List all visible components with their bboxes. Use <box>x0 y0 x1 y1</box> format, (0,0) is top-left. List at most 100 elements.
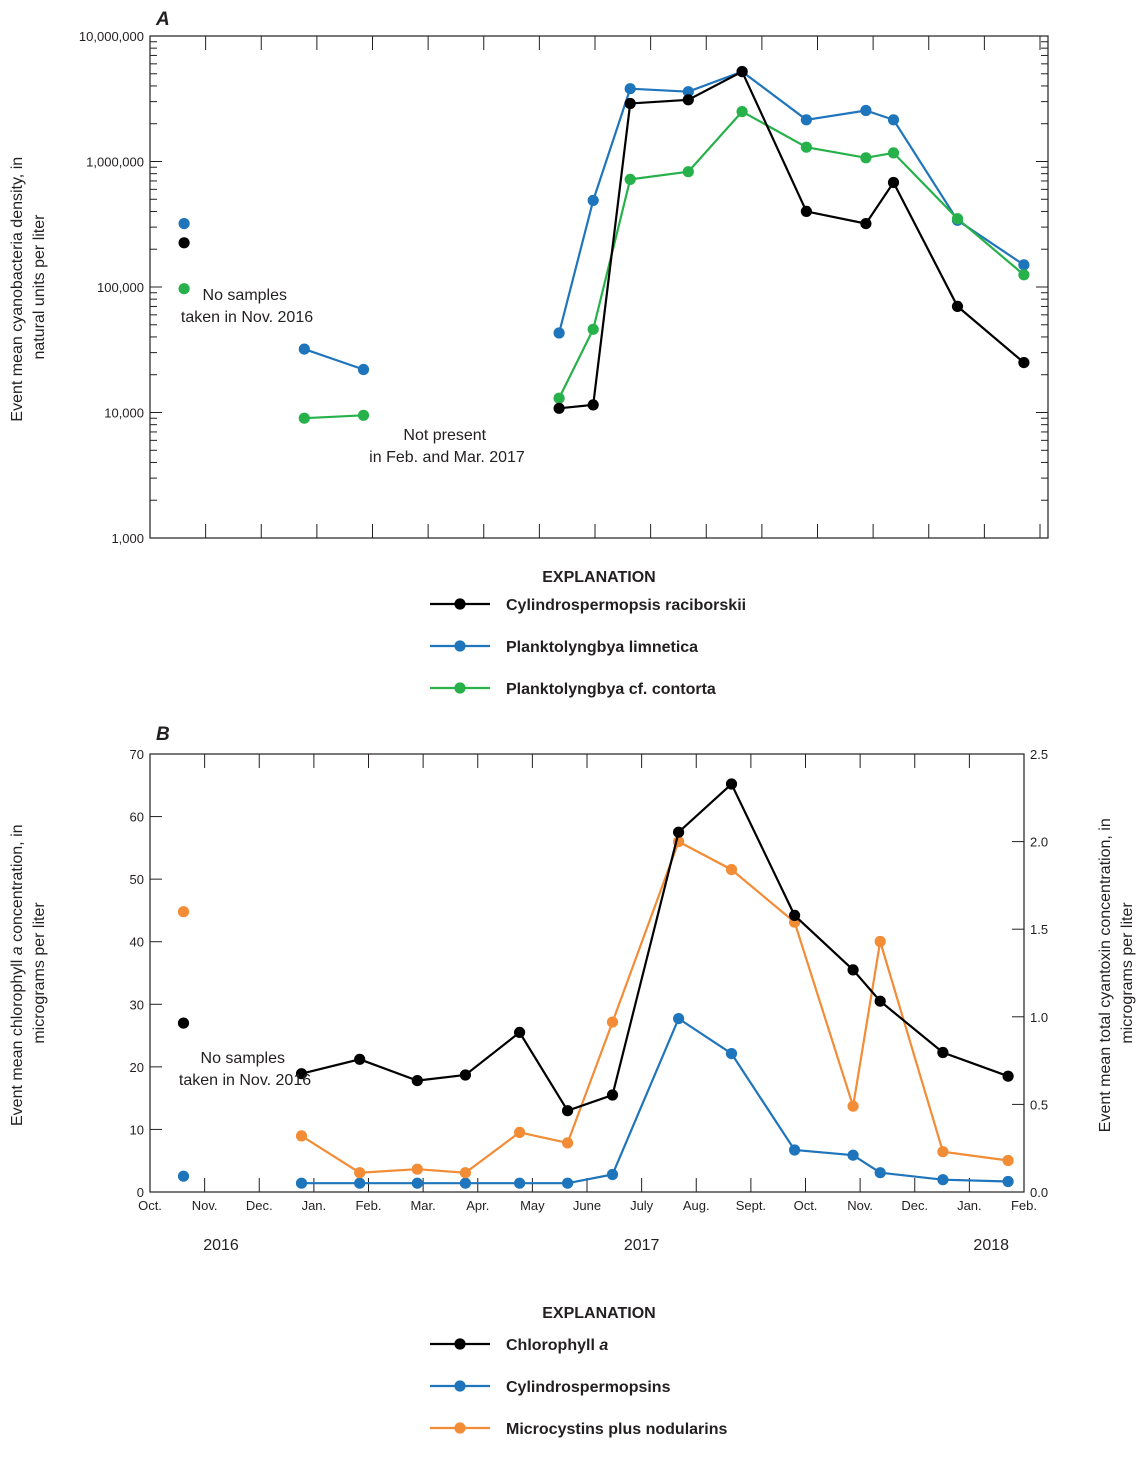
panel-b-point-cylindrospermopsins <box>411 1177 423 1189</box>
panel-b-left-y-tick-label: 10 <box>130 1122 144 1137</box>
panel-a-point-planktolyngbya-cf-contorta <box>682 166 694 178</box>
panel-b-x-tick-label: Jan. <box>957 1198 982 1213</box>
panel-b-right-y-tick-label: 2.5 <box>1030 747 1048 762</box>
panel-b-year-label: 2016 <box>203 1237 239 1254</box>
panel-b-point-cylindrospermopsins <box>1002 1175 1014 1188</box>
panel-a-legend-entry: Planktolyngbya limnetica <box>430 639 698 656</box>
panel-a-point-cylindrospermopsis-raciborskii <box>736 66 748 78</box>
panel-b-year-label: 2017 <box>624 1237 660 1254</box>
panel-a-point-planktolyngbya-limnetica <box>587 194 599 206</box>
panel-b-right-y-tick-label: 1.0 <box>1030 1010 1048 1025</box>
panel-a-legend-marker <box>454 682 466 694</box>
panel-b-point-microcystins-plus-nodularins <box>847 1100 859 1112</box>
panel-a-point-planktolyngbya-limnetica <box>887 114 900 126</box>
panel-b-point-microcystins-plus-nodularins <box>1002 1154 1014 1167</box>
panel-a: A 1,00010,000100,0001,000,00010,000,000 … <box>9 9 1049 546</box>
panel-b-point-microcystins-plus-nodularins <box>177 906 190 918</box>
panel-b-legend-entry: Microcystins plus nodularins <box>430 1421 727 1438</box>
panel-a-point-planktolyngbya-limnetica <box>1018 259 1030 271</box>
panel-a-point-cylindrospermopsis-raciborskii <box>587 399 599 411</box>
panel-b-point-chlorophyll-a <box>295 1068 308 1080</box>
panel-a-point-planktolyngbya-cf-contorta <box>587 323 599 335</box>
panel-b-point-microcystins-plus-nodularins <box>411 1163 423 1175</box>
panel-a-y-tick-label: 1,000,000 <box>86 155 144 170</box>
panel-b-point-chlorophyll-a <box>673 826 685 838</box>
panel-b-point-cylindrospermopsins <box>295 1177 308 1189</box>
panel-b-left-y-axis-label: Event mean chlorophyll a concentration, … <box>9 820 48 1126</box>
panel-b-right-y-tick-label: 2.0 <box>1030 835 1048 850</box>
panel-a-point-cylindrospermopsis-raciborskii <box>887 176 900 189</box>
panel-b-legend-marker <box>454 1380 466 1392</box>
panel-a-y-tick-labels: 1,000 10,000 100,000 1,000,000 10,000,000 <box>79 29 144 546</box>
panel-a-series <box>178 66 1030 424</box>
panel-a-point-planktolyngbya-cf-contorta <box>624 173 636 185</box>
panel-b-x-tick-label: May <box>520 1198 545 1213</box>
panel-b-x-tick-label: Nov. <box>847 1198 873 1213</box>
panel-b-legend-label: Chlorophyll a <box>506 1337 608 1354</box>
panel-b-line-chlorophyll-a <box>301 782 1009 1113</box>
panel-b-series-chlorophyll-a <box>177 778 1014 1117</box>
panel-a-point-planktolyngbya-limnetica <box>298 343 310 355</box>
panel-a-ticks <box>150 35 1048 539</box>
panel-b-point-chlorophyll-a <box>354 1053 366 1065</box>
panel-a-series-planktolyngbya-cf-contorta <box>178 106 1030 424</box>
panel-b-legend-label: Cylindrospermopsins <box>506 1379 671 1396</box>
panel-b-legend-label: Microcystins plus nodularins <box>506 1421 727 1438</box>
panel-a-point-planktolyngbya-cf-contorta <box>736 106 748 118</box>
panel-b-point-cylindrospermopsins <box>673 1013 685 1025</box>
panel-a-point-planktolyngbya-cf-contorta <box>1018 269 1030 281</box>
panel-a-point-planktolyngbya-cf-contorta <box>553 392 565 404</box>
panel-b-point-cylindrospermopsins <box>562 1177 574 1189</box>
panel-b-x-tick-label: Mar. <box>410 1198 435 1213</box>
panel-a-point-planktolyngbya-limnetica <box>682 86 694 98</box>
panel-a-point-planktolyngbya-cf-contorta <box>298 412 310 424</box>
panel-a-note-not-present: Not present in Feb. and Mar. 2017 <box>369 427 525 466</box>
panel-b-point-chlorophyll-a <box>459 1069 471 1081</box>
panel-a-point-planktolyngbya-limnetica <box>553 327 565 339</box>
panel-a-legend-label: Planktolyngbya limnetica <box>506 639 698 656</box>
panel-b-point-microcystins-plus-nodularins <box>874 935 886 948</box>
panel-a-line-planktolyngbya-limnetica <box>303 348 364 371</box>
panel-a-legend-entry: Planktolyngbya cf. contorta <box>430 681 716 698</box>
panel-b-point-microcystins-plus-nodularins <box>459 1167 471 1179</box>
panel-b-point-cylindrospermopsins <box>354 1177 366 1189</box>
panel-b-x-tick-label: Sept. <box>736 1198 766 1213</box>
panel-b-point-chlorophyll-a <box>725 778 738 790</box>
panel-b-point-microcystins-plus-nodularins <box>295 1130 308 1142</box>
panel-b-x-tick-label: Apr. <box>466 1198 489 1213</box>
panel-b-point-chlorophyll-a <box>606 1089 619 1101</box>
panel-b-legend-entry: Chlorophyll a <box>430 1337 608 1354</box>
panel-a-series-cylindrospermopsis-raciborskii <box>178 66 1030 414</box>
panel-b-left-y-axis-label-line1: Event mean chlorophyll a concentration, … <box>9 824 26 1126</box>
panel-b-series-cylindrospermopsins <box>177 1013 1014 1189</box>
panel-b-year-labels: 2016 2017 2018 <box>203 1237 1009 1254</box>
panel-b-point-cylindrospermopsins <box>606 1168 619 1181</box>
panel-b-series <box>177 778 1014 1189</box>
panel-a-y-axis-label: Event mean cyanobacteria density, in nat… <box>9 152 48 421</box>
panel-b-point-chlorophyll-a <box>514 1026 526 1038</box>
panel-a-y-tick-label: 1,000 <box>111 531 144 546</box>
panel-b-line-cylindrospermopsins <box>301 1016 1009 1185</box>
panel-b-x-tick-label: Aug. <box>683 1198 710 1213</box>
panel-b-point-cylindrospermopsins <box>789 1144 801 1156</box>
panel-b-point-cylindrospermopsins <box>847 1149 859 1161</box>
panel-b-legend-marker <box>454 1338 466 1350</box>
panel-b-series-microcystins-plus-nodularins <box>177 836 1014 1179</box>
panel-a-legend-label: Planktolyngbya cf. contorta <box>506 681 716 698</box>
panel-b-x-tick-label: Oct. <box>138 1198 162 1213</box>
panel-a-point-cylindrospermopsis-raciborskii <box>800 205 813 217</box>
panel-b-left-y-tick-label: 0 <box>137 1185 144 1200</box>
panel-b-point-chlorophyll-a <box>847 964 859 976</box>
panel-a-point-planktolyngbya-limnetica <box>624 83 636 95</box>
panel-b-point-cylindrospermopsins <box>514 1177 526 1189</box>
panel-b-point-chlorophyll-a <box>562 1105 574 1117</box>
panel-b-x-tick-label: Dec. <box>901 1198 928 1213</box>
panel-a-point-cylindrospermopsis-raciborskii <box>178 237 190 249</box>
panel-a-point-cylindrospermopsis-raciborskii <box>860 218 872 230</box>
panel-b-note-no-samples: No samples taken in Nov. 2016 <box>179 1050 311 1089</box>
panel-a-y-tick-label: 100,000 <box>97 280 144 295</box>
panel-b-left-y-tick-label: 20 <box>130 1060 144 1075</box>
panel-b-x-tick-label: Oct. <box>794 1198 818 1213</box>
panel-a-point-planktolyngbya-cf-contorta <box>357 409 370 421</box>
